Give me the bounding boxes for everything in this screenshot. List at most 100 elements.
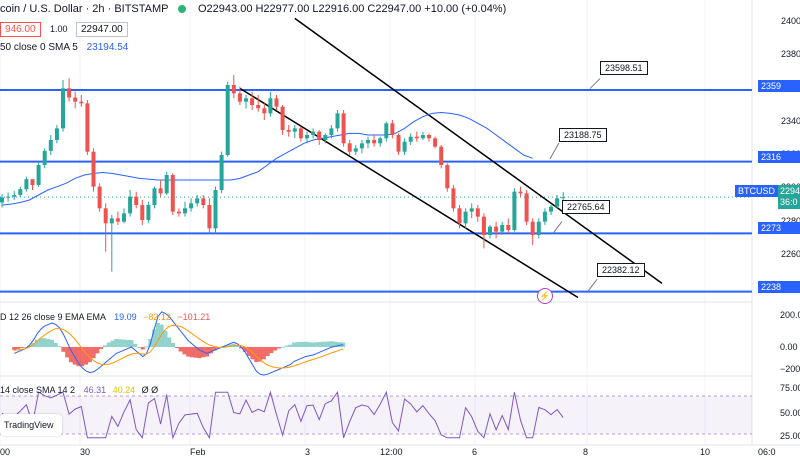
macd-histogram-bar <box>159 324 164 347</box>
macd-legend[interactable]: D 12 26 close 9 EMA EMA 19.09 −82.12 −10… <box>0 312 210 322</box>
candle-body <box>195 198 200 204</box>
candle-body <box>317 131 322 140</box>
macd-histogram-bar <box>152 329 157 347</box>
candle-body <box>97 186 102 209</box>
macd-histogram-bar <box>65 347 70 358</box>
candle-body <box>359 143 364 149</box>
macd-histogram-bar <box>167 337 172 347</box>
buy-button[interactable]: 22947.00 <box>76 22 128 37</box>
macd-histogram-bar <box>269 347 274 354</box>
macd-histogram-bar <box>95 347 100 354</box>
candle-body <box>329 128 334 135</box>
candle-body <box>518 191 523 194</box>
candle-body <box>201 198 206 205</box>
macd-histogram-bar <box>189 347 194 358</box>
candle-body <box>0 197 4 203</box>
level-label-1[interactable]: 23598.51 <box>600 61 648 75</box>
macd-pane[interactable] <box>12 311 346 376</box>
level-label-3[interactable]: 22765.64 <box>562 200 610 214</box>
level-label-2[interactable]: 23188.75 <box>559 128 607 142</box>
macd-histogram-bar <box>46 339 51 347</box>
macd-histogram-bar <box>284 345 289 347</box>
candle-body <box>12 195 17 197</box>
candle-body <box>481 216 486 235</box>
macd-histogram-bar <box>121 339 126 347</box>
macd-histogram-bar <box>254 347 259 363</box>
candle-body <box>164 175 169 194</box>
candle-body <box>36 165 41 185</box>
macd-histogram-bar <box>163 331 168 347</box>
macd-histogram-bar <box>322 341 327 347</box>
candle-body <box>323 135 328 140</box>
candle-body <box>457 208 462 224</box>
axis-tick-label: 2260 <box>781 249 800 259</box>
macd-line <box>14 311 344 376</box>
candle-body <box>274 98 279 107</box>
macd-value: 19.09 <box>114 312 137 322</box>
candle-body <box>530 221 535 235</box>
macd-histogram-bar <box>144 346 149 348</box>
macd-histogram-bar <box>155 323 160 347</box>
candle-body <box>494 226 499 232</box>
candle-body <box>122 213 126 222</box>
axis-tick-label: 10 <box>700 447 711 457</box>
sma-legend[interactable]: 50 close 0 SMA 5 23194.54 <box>0 42 128 53</box>
macd-histogram-bar <box>12 347 17 351</box>
macd-histogram-bar <box>91 347 96 359</box>
axis-tick-label: 2380 <box>781 49 800 59</box>
candle-body <box>158 188 163 194</box>
sma-label: 50 close 0 SMA 5 <box>0 42 78 53</box>
ticker-symbol: BTCUSD <box>738 186 776 196</box>
macd-histogram-bar <box>258 347 263 362</box>
macd-histogram-bar <box>329 341 334 347</box>
level-connector <box>587 279 598 292</box>
candle-body <box>73 97 78 102</box>
candle-body <box>268 98 273 114</box>
macd-histogram-bar <box>80 347 85 367</box>
candle-body <box>549 206 553 212</box>
level-connector <box>552 221 563 234</box>
candle-body <box>189 203 194 209</box>
macd-histogram-bar <box>193 347 198 358</box>
symbol-title[interactable]: coin / U.S. Dollar · 2h · BITSTAMP <box>0 3 169 15</box>
candle-body <box>292 128 297 132</box>
macd-histogram-bar <box>84 347 89 365</box>
candle-body <box>24 179 29 190</box>
macd-histogram-bar <box>27 345 32 347</box>
candle-body <box>500 225 505 232</box>
event-bolt-icon[interactable]: ⚡ <box>537 288 553 304</box>
macd-histogram-bar <box>326 341 331 347</box>
macd-histogram-bar <box>61 347 66 352</box>
level-label-4[interactable]: 22382.12 <box>597 263 645 277</box>
macd-histogram-bar <box>310 342 315 347</box>
candle-body <box>237 93 242 102</box>
candle-body <box>555 198 560 207</box>
macd-histogram-bar <box>299 341 304 347</box>
candle-body <box>152 188 157 205</box>
macd-histogram-bar <box>303 341 308 347</box>
macd-histogram-bar <box>76 347 81 367</box>
candle-body <box>512 191 517 230</box>
price-pane[interactable] <box>0 17 752 299</box>
level-connector <box>589 78 601 89</box>
macd-histogram-bar <box>178 347 183 352</box>
rsi-legend[interactable]: 14 close SMA 14 2 46.31 40.24 Ø Ø <box>0 385 158 395</box>
candle-body <box>48 140 53 151</box>
candle-body <box>42 150 47 165</box>
macd-histogram-bar <box>250 347 255 360</box>
spread-value: 1.00 <box>50 24 68 34</box>
candle-body <box>103 208 108 224</box>
tradingview-logo[interactable]: TradingView <box>0 414 62 436</box>
rsi-label: 14 close SMA 14 2 <box>0 385 76 395</box>
macd-histogram-bar <box>295 342 300 347</box>
rsi-pane[interactable] <box>0 390 752 440</box>
candle-body <box>286 130 291 132</box>
macd-histogram-bar <box>307 342 312 347</box>
candle-body <box>134 196 139 205</box>
axis-tick-label: 200.00 <box>780 310 800 320</box>
macd-histogram-bar <box>34 339 39 347</box>
sell-button[interactable]: 946.00 <box>0 22 41 37</box>
macd-histogram-bar <box>114 339 119 347</box>
ohlc-readout: O22943.00 H22977.00 L22916.00 C22947.00 … <box>198 3 507 15</box>
candle-body <box>146 205 151 220</box>
